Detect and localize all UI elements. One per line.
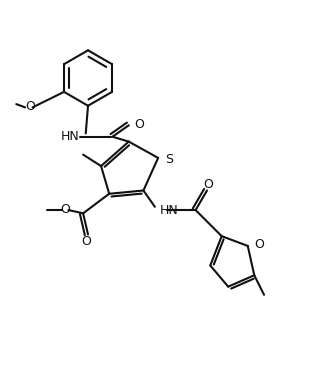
Text: O: O xyxy=(82,235,91,248)
Text: S: S xyxy=(165,153,173,166)
Text: O: O xyxy=(135,118,144,131)
Text: O: O xyxy=(25,100,35,113)
Text: HN: HN xyxy=(61,130,80,143)
Text: O: O xyxy=(254,238,264,251)
Text: HN: HN xyxy=(160,203,179,216)
Text: O: O xyxy=(204,178,214,191)
Text: O: O xyxy=(60,203,70,216)
